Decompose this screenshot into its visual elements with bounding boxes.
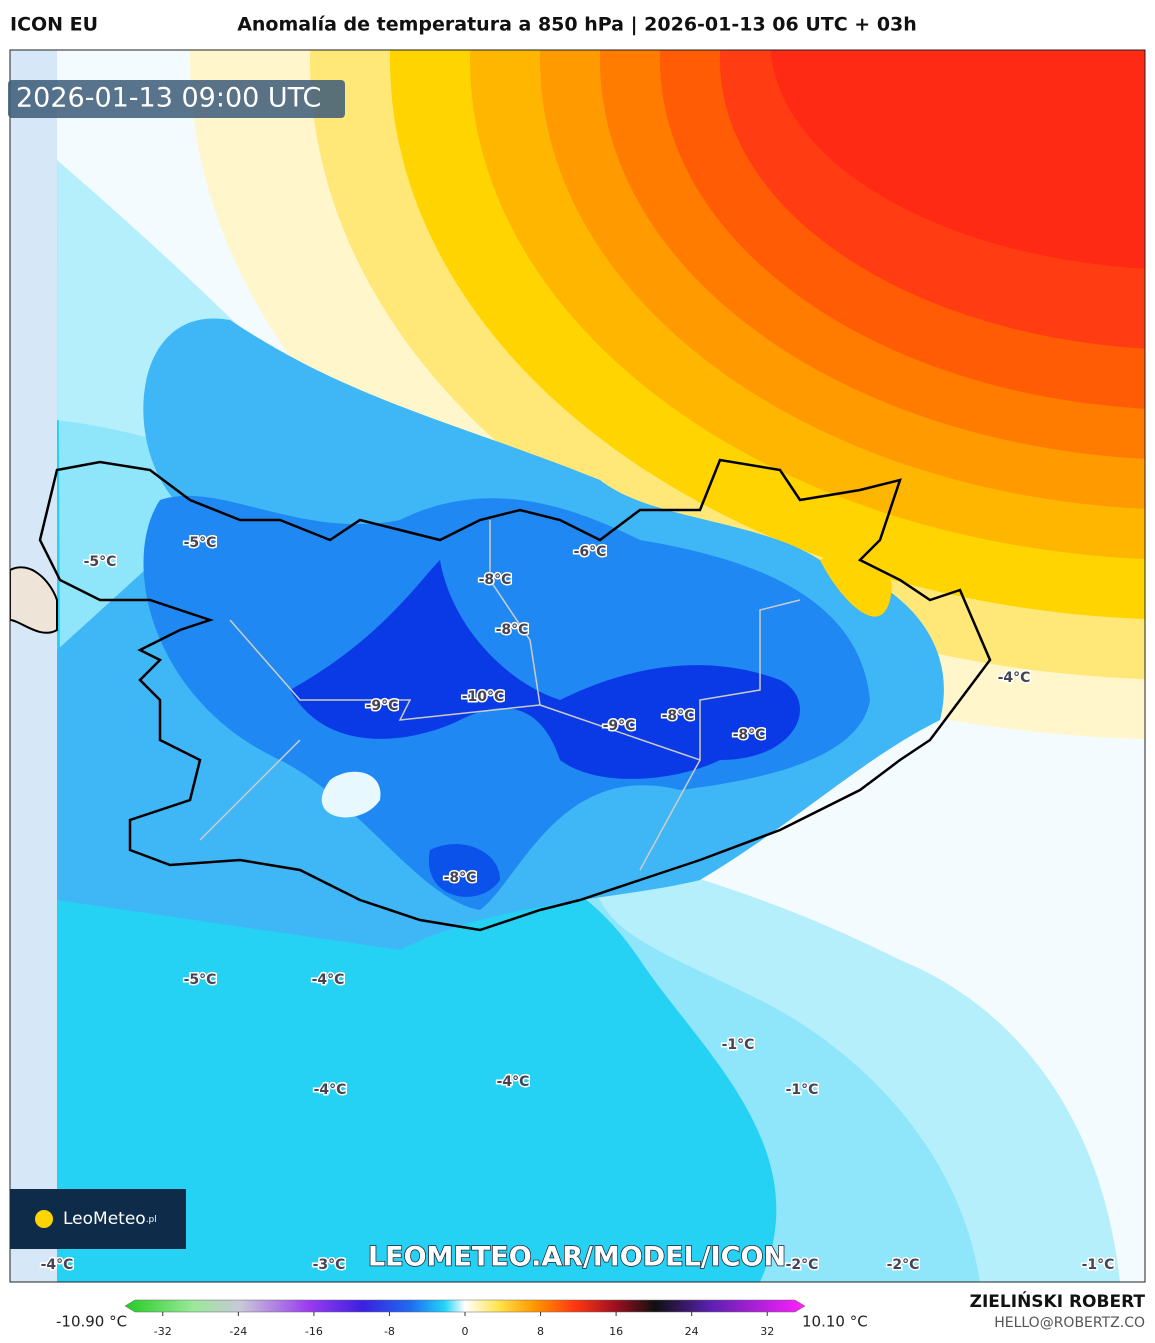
map-label: -8°C bbox=[479, 572, 512, 588]
map-labels: -5°C -5°C -6°C -8°C -8°C -10°C -9°C -9°C -8°C -8°… bbox=[39, 534, 1116, 1275]
chart-title: Anomalía de temperatura a 850 hPa | 2026… bbox=[237, 14, 917, 36]
colorbar-tick-label: 0 bbox=[462, 1325, 469, 1338]
colorbar-tick-label: 32 bbox=[760, 1325, 774, 1338]
colorbar-max: 10.10 °C bbox=[802, 1313, 868, 1331]
map-label: -8°C bbox=[444, 870, 477, 886]
colorbar-tick-label: -16 bbox=[305, 1325, 323, 1338]
colorbar-tick-label: 24 bbox=[685, 1325, 699, 1338]
timestamp: 2026-01-13 09:00 UTC bbox=[16, 83, 321, 114]
map-label: -4°C bbox=[41, 1257, 74, 1273]
colorbar-tick-label: 8 bbox=[537, 1325, 544, 1338]
logo-sun bbox=[35, 1210, 53, 1228]
coastline bbox=[38, 458, 992, 932]
author: ZIELIŃSKI ROBERT bbox=[970, 1290, 1146, 1312]
colorbar-tick-label: -24 bbox=[229, 1325, 247, 1338]
borders bbox=[199, 520, 801, 871]
colorbar: -32 -24 -16 -8 0 8 16 24 32 bbox=[124, 1299, 806, 1338]
map-label: -1°C bbox=[1082, 1257, 1115, 1273]
map-label: -3°C bbox=[313, 1257, 346, 1273]
colorbar-tick-label: -8 bbox=[384, 1325, 395, 1338]
map-label: -8°C bbox=[662, 708, 695, 724]
map-label: -5°C bbox=[184, 972, 217, 988]
map-label: -2°C bbox=[887, 1257, 920, 1273]
map-label: -9°C bbox=[603, 718, 636, 734]
watermark: LEOMETEO.AR/MODEL/ICON bbox=[368, 1242, 786, 1273]
map bbox=[10, 50, 1145, 1282]
contact: HELLO@ROBERTZ.CO bbox=[994, 1315, 1145, 1331]
map-label: -1°C bbox=[722, 1037, 755, 1053]
map-label: -5°C bbox=[84, 554, 117, 570]
map-label: -4°C bbox=[497, 1074, 530, 1090]
map-label: -4°C bbox=[998, 670, 1031, 686]
warm-bands bbox=[190, 50, 1145, 740]
logo-brand: LeoMeteo bbox=[63, 1209, 146, 1229]
timestamp-box bbox=[8, 80, 345, 118]
logo-text: LeoMeteo.pl bbox=[63, 1209, 157, 1229]
map-label: -2°C bbox=[786, 1257, 819, 1273]
model-name: ICON EU bbox=[10, 14, 98, 36]
map-label: -4°C bbox=[314, 1082, 347, 1098]
colorbar-tick-label: 16 bbox=[609, 1325, 623, 1338]
colorbar-tick-label: -32 bbox=[154, 1325, 172, 1338]
map-label: -8°C bbox=[496, 622, 529, 638]
map-label: -10°C bbox=[462, 689, 505, 705]
map-label: -1°C bbox=[786, 1082, 819, 1098]
map-label: -5°C bbox=[184, 535, 217, 551]
map-label: -6°C bbox=[574, 544, 607, 560]
logo-suffix: .pl bbox=[146, 1215, 157, 1225]
map-label: -9°C bbox=[366, 698, 399, 714]
map-label: -8°C bbox=[733, 727, 766, 743]
colorbar-min: -10.90 °C bbox=[56, 1313, 127, 1331]
map-label: -4°C bbox=[312, 972, 345, 988]
